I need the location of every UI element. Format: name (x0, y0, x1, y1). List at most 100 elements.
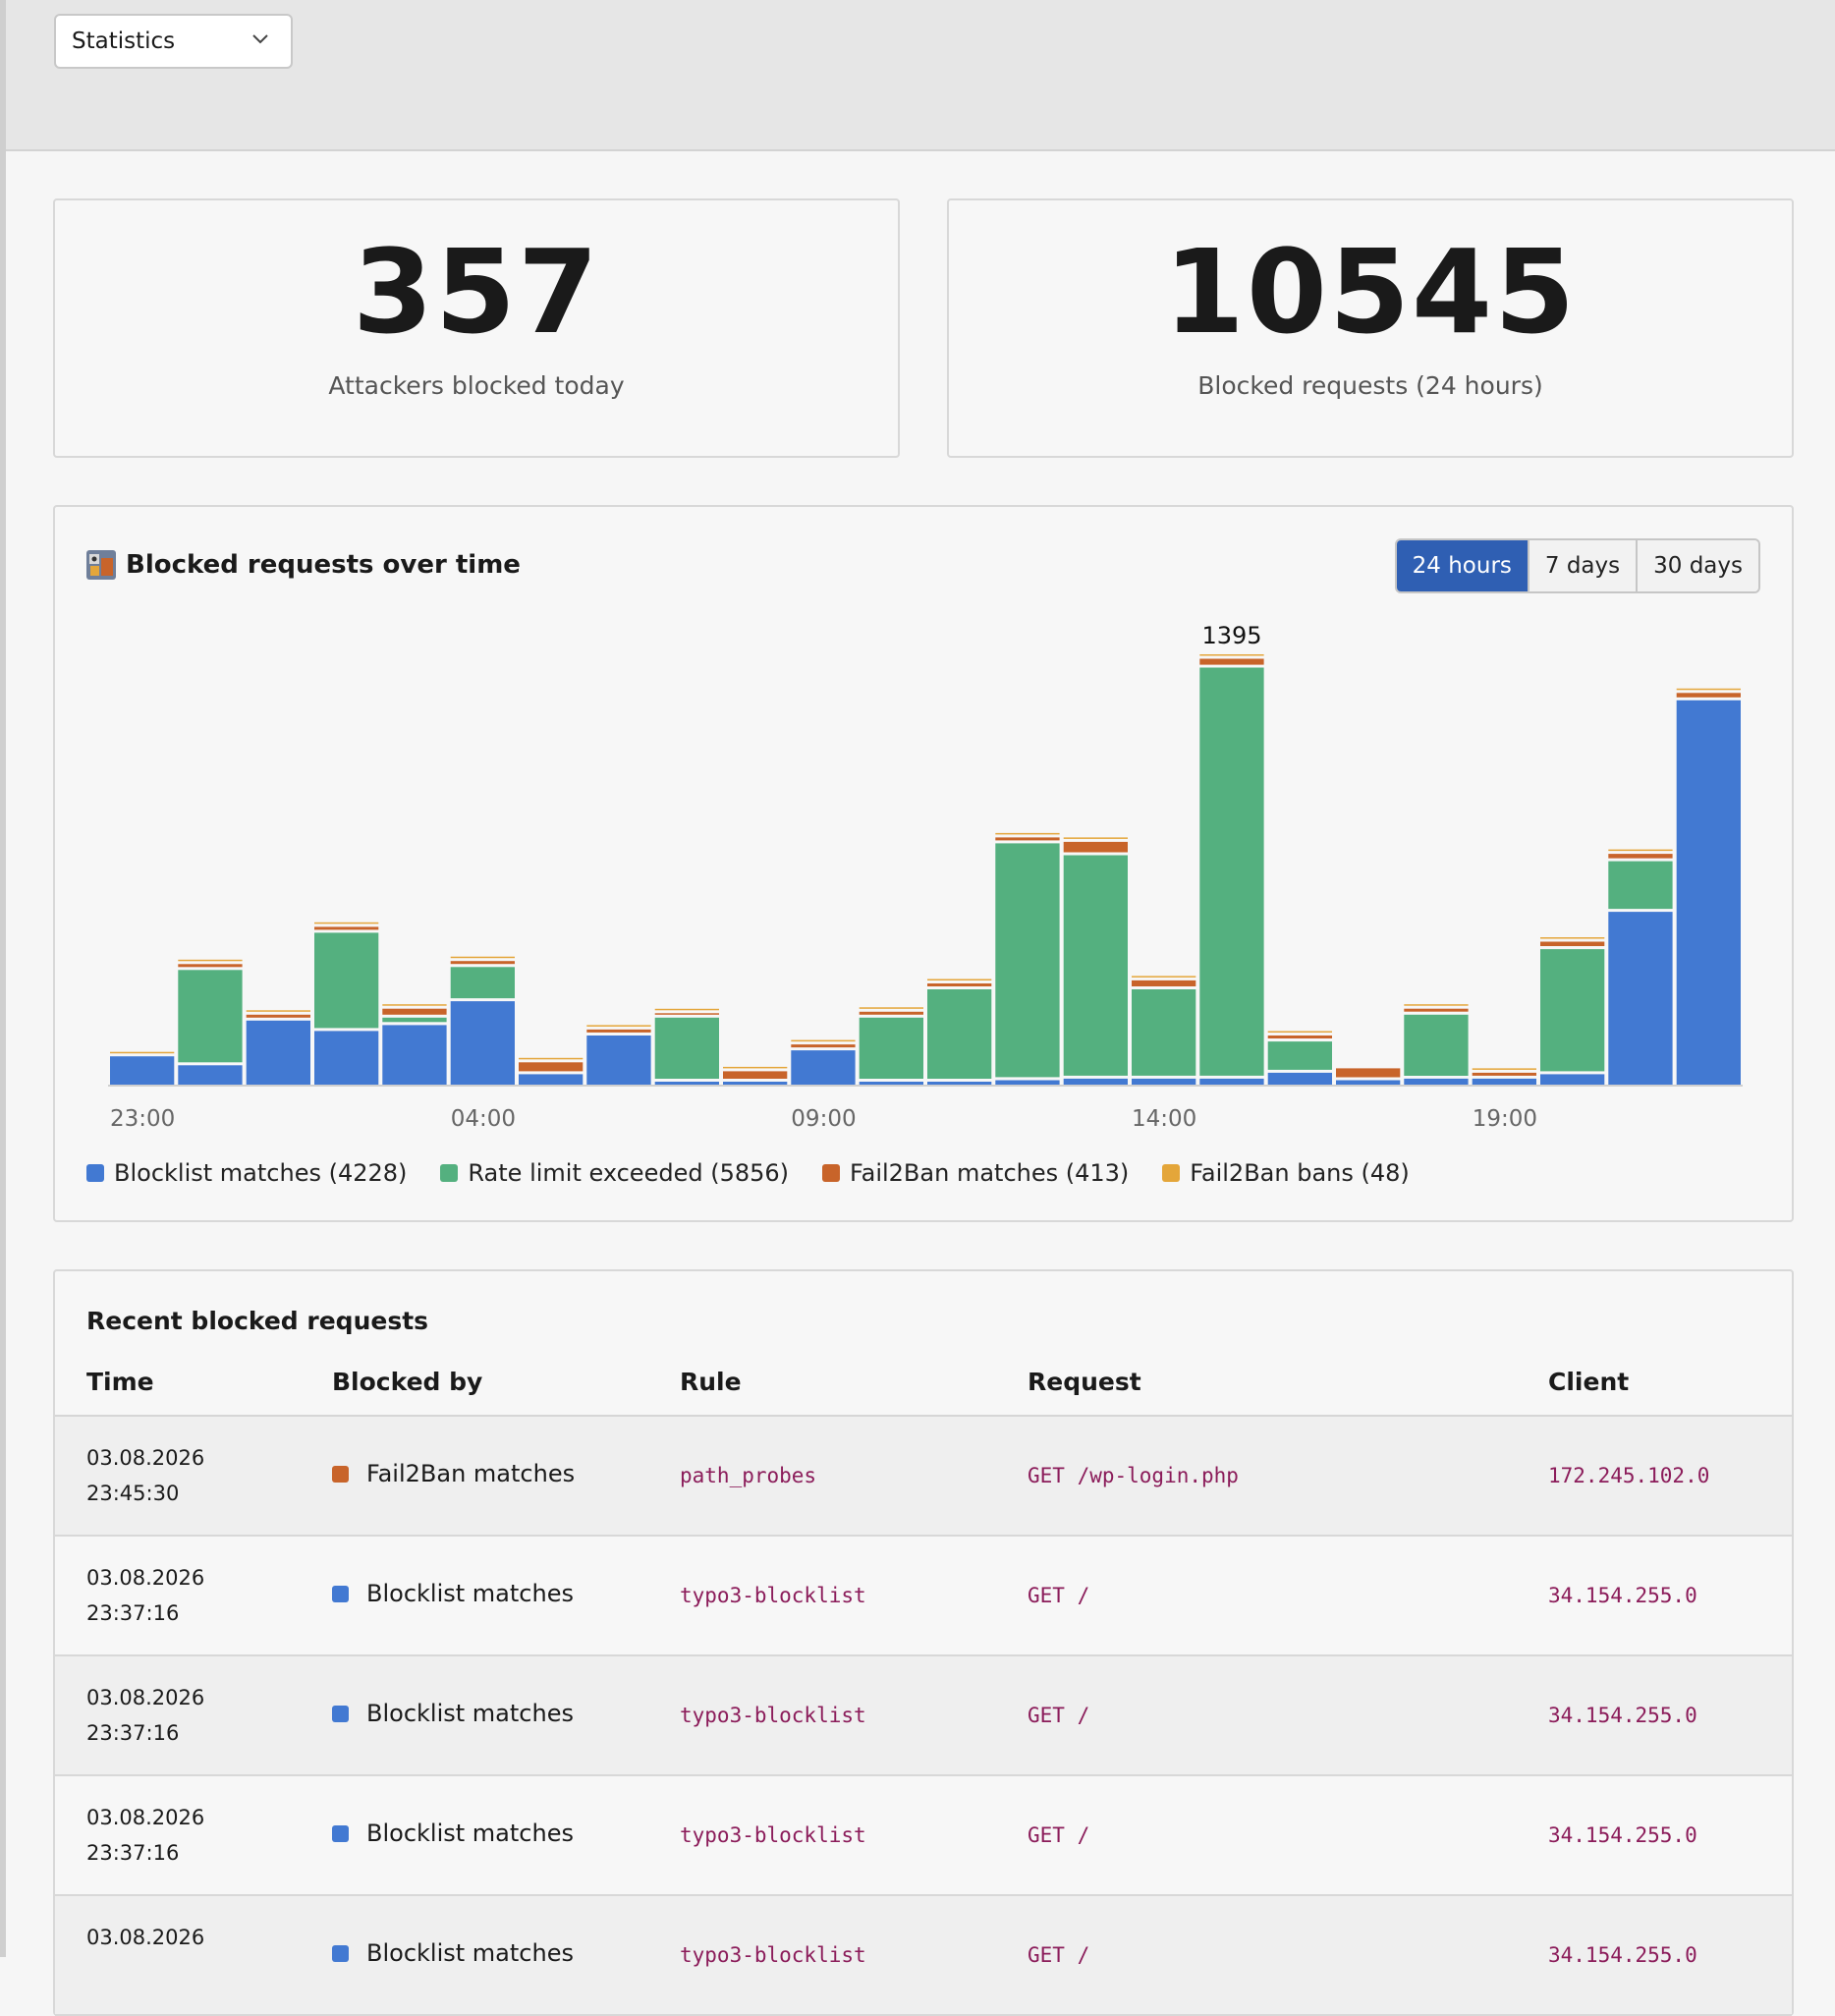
bar-segment-f2bban-1000[interactable] (859, 1007, 923, 1009)
bar-segment-f2bban-1300[interactable] (1063, 837, 1128, 839)
bar-segment-f2bban-2300[interactable] (110, 1051, 175, 1054)
client-cell[interactable]: 34.154.255.0 (1548, 1704, 1697, 1727)
bar-segment-ratelimit-0400[interactable] (450, 967, 515, 999)
table-row[interactable]: 03.08.2026 23:37:16 Blocklist matches typo3… (55, 1776, 1792, 1896)
table-row[interactable]: 03.08.2026 23:45:30 Fail2Ban matches path_p… (55, 1417, 1792, 1537)
bar-segment-f2bban-0400[interactable] (450, 956, 515, 959)
bar-segment-blocklist-1400[interactable] (1132, 1078, 1196, 1085)
bar-segment-blocklist-0400[interactable] (450, 1001, 515, 1085)
table-row[interactable]: 03.08.2026 23:37:16 Blocklist matches typo3… (55, 1537, 1792, 1656)
bar-segment-f2bmatch-1500[interactable] (1199, 658, 1264, 665)
bar-segment-f2bmatch-1100[interactable] (927, 983, 992, 986)
bar-segment-f2bban-0500[interactable] (519, 1057, 584, 1060)
bar-segment-blocklist-2000[interactable] (1540, 1074, 1605, 1085)
bar-segment-blocklist-2200[interactable] (1676, 700, 1741, 1085)
bar-segment-f2bmatch-2100[interactable] (1608, 854, 1673, 859)
range-24-hours-button[interactable]: 24 hours (1396, 540, 1528, 591)
bar-segment-blocklist-0300[interactable] (382, 1025, 447, 1085)
bar-segment-blocklist-0700[interactable] (654, 1082, 719, 1085)
bar-segment-blocklist-1200[interactable] (995, 1080, 1060, 1086)
module-select[interactable]: Statistics (54, 14, 293, 69)
range-7-days-button[interactable]: 7 days (1527, 540, 1637, 591)
bar-segment-blocklist-0800[interactable] (723, 1082, 788, 1085)
bar-segment-blocklist-0600[interactable] (586, 1036, 651, 1085)
bar-segment-ratelimit-0000[interactable] (178, 970, 243, 1063)
bar-segment-ratelimit-2100[interactable] (1608, 861, 1673, 910)
bar-segment-f2bban-1900[interactable] (1472, 1068, 1536, 1070)
bar-segment-ratelimit-1100[interactable] (927, 989, 992, 1079)
bar-segment-f2bmatch-0900[interactable] (791, 1044, 856, 1048)
bar-segment-f2bmatch-2000[interactable] (1540, 941, 1605, 947)
legend-item-ratelimit[interactable]: Rate limit exceeded (5856) (440, 1159, 789, 1187)
client-cell[interactable]: 34.154.255.0 (1548, 1943, 1697, 1967)
bar-segment-f2bmatch-1900[interactable] (1472, 1072, 1536, 1076)
bar-segment-f2bmatch-0100[interactable] (246, 1014, 310, 1018)
bar-segment-f2bmatch-1400[interactable] (1132, 980, 1196, 986)
bar-segment-f2bmatch-0400[interactable] (450, 961, 515, 965)
bar-segment-ratelimit-1600[interactable] (1267, 1041, 1332, 1070)
legend-item-f2bban[interactable]: Fail2Ban bans (48) (1162, 1159, 1410, 1187)
bar-segment-f2bban-2000[interactable] (1540, 937, 1605, 939)
bar-segment-f2bban-1100[interactable] (927, 979, 992, 981)
bar-segment-f2bban-2100[interactable] (1608, 849, 1673, 852)
bar-segment-ratelimit-1200[interactable] (995, 843, 1060, 1078)
bar-segment-f2bban-0200[interactable] (314, 922, 379, 924)
client-cell[interactable]: 34.154.255.0 (1548, 1584, 1697, 1607)
bar-segment-blocklist-0200[interactable] (314, 1031, 379, 1085)
bar-segment-f2bban-1500[interactable] (1199, 654, 1264, 656)
bar-segment-f2bban-0900[interactable] (791, 1039, 856, 1042)
bar-segment-blocklist-2100[interactable] (1608, 912, 1673, 1085)
bar-segment-f2bmatch-1200[interactable] (995, 837, 1060, 841)
bar-segment-blocklist-1900[interactable] (1472, 1078, 1536, 1085)
bar-segment-f2bmatch-0500[interactable] (519, 1062, 584, 1072)
bar-segment-f2bban-2200[interactable] (1676, 688, 1741, 691)
bar-segment-ratelimit-1500[interactable] (1199, 667, 1264, 1076)
bar-segment-f2bmatch-1600[interactable] (1267, 1036, 1332, 1038)
bar-segment-blocklist-0900[interactable] (791, 1050, 856, 1085)
legend-item-blocklist[interactable]: Blocklist matches (4228) (86, 1159, 407, 1187)
bar-segment-blocklist-1300[interactable] (1063, 1078, 1128, 1085)
bar-segment-f2bban-0100[interactable] (246, 1010, 310, 1012)
bar-segment-blocklist-0100[interactable] (246, 1020, 310, 1085)
bar-segment-f2bmatch-0800[interactable] (723, 1071, 788, 1079)
bar-segment-blocklist-0500[interactable] (519, 1074, 584, 1085)
bar-segment-f2bmatch-1000[interactable] (859, 1011, 923, 1015)
bar-segment-ratelimit-1300[interactable] (1063, 855, 1128, 1076)
table-row[interactable]: 03.08.2026 23:37:16 Blocklist matches typo3… (55, 1656, 1792, 1776)
bar-segment-f2bban-1600[interactable] (1267, 1031, 1332, 1034)
table-row[interactable]: 03.08.2026 Blocklist matches typo3-blockli… (55, 1896, 1792, 2016)
bar-segment-f2bmatch-1300[interactable] (1063, 841, 1128, 853)
bar-segment-blocklist-1800[interactable] (1404, 1078, 1469, 1085)
bar-segment-blocklist-1600[interactable] (1267, 1072, 1332, 1085)
bar-segment-blocklist-1700[interactable] (1336, 1080, 1401, 1086)
bar-segment-ratelimit-0200[interactable] (314, 932, 379, 1029)
bar-segment-blocklist-1500[interactable] (1199, 1078, 1264, 1085)
bar-segment-f2bmatch-2200[interactable] (1676, 693, 1741, 698)
bar-segment-f2bban-0000[interactable] (178, 959, 243, 962)
bar-segment-blocklist-1100[interactable] (927, 1082, 992, 1085)
bar-segment-f2bmatch-0200[interactable] (314, 926, 379, 930)
bar-segment-f2bban-0700[interactable] (654, 1008, 719, 1011)
bar-segment-ratelimit-0700[interactable] (654, 1017, 719, 1079)
bar-segment-f2bmatch-0000[interactable] (178, 964, 243, 968)
bar-segment-f2bban-0600[interactable] (586, 1025, 651, 1027)
range-30-days-button[interactable]: 30 days (1636, 540, 1758, 591)
bar-segment-f2bmatch-0700[interactable] (654, 1013, 719, 1015)
bar-segment-ratelimit-2000[interactable] (1540, 949, 1605, 1072)
bar-segment-ratelimit-1000[interactable] (859, 1017, 923, 1079)
bar-segment-f2bban-0800[interactable] (723, 1066, 788, 1069)
bar-segment-ratelimit-1400[interactable] (1132, 989, 1196, 1076)
bar-segment-f2bban-1800[interactable] (1404, 1004, 1469, 1006)
bar-segment-f2bban-0300[interactable] (382, 1004, 447, 1006)
client-cell[interactable]: 172.245.102.0 (1548, 1464, 1710, 1487)
bar-segment-f2bmatch-0600[interactable] (586, 1029, 651, 1033)
bar-segment-f2bban-1200[interactable] (995, 832, 1060, 835)
bar-segment-blocklist-0000[interactable] (178, 1065, 243, 1085)
bar-segment-blocklist-2300[interactable] (110, 1056, 175, 1085)
bar-segment-f2bmatch-1800[interactable] (1404, 1008, 1469, 1012)
bar-segment-blocklist-1000[interactable] (859, 1082, 923, 1085)
bar-segment-f2bban-1400[interactable] (1132, 976, 1196, 978)
client-cell[interactable]: 34.154.255.0 (1548, 1823, 1697, 1847)
legend-item-f2bmatch[interactable]: Fail2Ban matches (413) (822, 1159, 1129, 1187)
bar-segment-f2bmatch-0300[interactable] (382, 1008, 447, 1015)
